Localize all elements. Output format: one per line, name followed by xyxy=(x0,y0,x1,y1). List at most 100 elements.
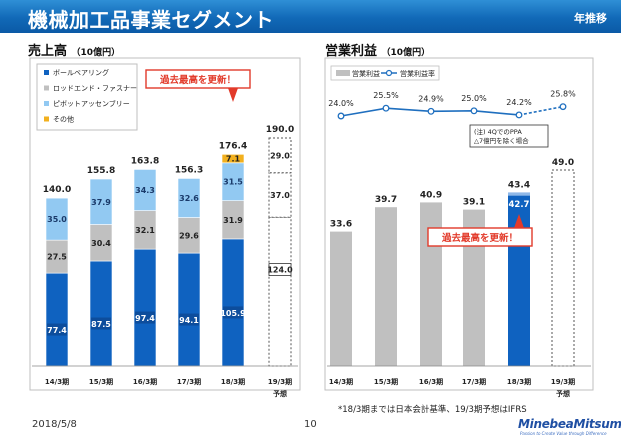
sales-segment-value: 77.4 xyxy=(47,326,67,335)
sales-value-label-bg xyxy=(179,313,199,326)
sales-category-label: 16/3期 xyxy=(133,377,157,386)
sales-forecast-label: 予想 xyxy=(273,389,287,398)
profit-bar-value: 39.7 xyxy=(375,195,397,205)
sales-legend-label: ピボットアッセンブリー xyxy=(53,99,130,108)
profit-margin-label: 25.0% xyxy=(461,94,487,103)
profit-margin-label: 24.0% xyxy=(328,99,354,108)
sales-bar-segment xyxy=(133,248,157,367)
sales-category-label: 17/3期 xyxy=(177,377,201,386)
sales-legend-swatch xyxy=(44,70,49,75)
profit-callout-arrow xyxy=(514,214,524,228)
sales-total-label: 156.3 xyxy=(175,165,203,175)
sales-bar-segment xyxy=(45,197,69,241)
footer-date: 2018/5/8 xyxy=(32,419,77,430)
sales-segment-value: 31.5 xyxy=(223,178,243,187)
sales-category-label: 19/3期 xyxy=(268,377,292,386)
profit-category-label: 14/3期 xyxy=(329,377,353,386)
profit-margin-marker xyxy=(515,111,523,119)
profit-bar-value: 33.6 xyxy=(330,220,352,230)
sales-total-label: 190.0 xyxy=(266,125,294,135)
profit-margin-label: 24.9% xyxy=(418,94,444,103)
sales-legend-swatch xyxy=(44,101,49,106)
profit-bar xyxy=(420,202,442,366)
profit-callout-text: 過去最高を更新！ xyxy=(441,232,518,244)
sales-segment-value: 124.0 xyxy=(267,266,293,275)
profit-bar xyxy=(463,209,485,366)
profit-margin-label: 25.8% xyxy=(550,90,576,99)
sales-bar-forecast-segment xyxy=(268,216,292,367)
sales-bar-segment xyxy=(221,154,245,164)
profit-category-label: 18/3期 xyxy=(507,377,531,386)
profit-title: 営業利益 xyxy=(325,44,378,59)
sales-legend-swatch xyxy=(44,116,49,122)
profit-unit: （10億円） xyxy=(381,48,431,58)
sales-segment-value: 27.5 xyxy=(47,253,67,262)
profit-legend-marker xyxy=(385,69,393,77)
sales-legend-label: ボールベアリング xyxy=(53,68,109,77)
sales-panel-frame xyxy=(29,57,301,391)
sales-value-label-bg xyxy=(268,263,292,277)
sales-segment-value: 97.4 xyxy=(135,314,155,323)
sales-segment-value: 30.4 xyxy=(91,239,111,248)
footnote: *18/3期までは日本会計基準、19/3期予想はIFRS xyxy=(338,405,527,415)
ppa-note-box xyxy=(469,124,549,148)
sales-total-label: 155.8 xyxy=(87,166,115,176)
profit-category-label: 17/3期 xyxy=(462,377,486,386)
company-logo: MinebeaMitsumi xyxy=(518,417,621,431)
sales-bar-segment xyxy=(89,260,113,367)
sales-callout-box xyxy=(145,69,251,89)
profit-margin-line-forecast xyxy=(518,105,564,116)
profit-bar-value: 49.0 xyxy=(552,158,574,168)
sales-value-label-bg xyxy=(135,311,155,324)
sales-segment-value: 34.3 xyxy=(135,186,155,195)
sales-section-title: 売上高 （10億円） xyxy=(28,40,120,59)
profit-legend-label: 営業利益率 xyxy=(400,69,435,78)
sales-value-label-bg xyxy=(223,306,243,319)
sales-legend-swatch xyxy=(44,85,49,91)
profit-bar-value: 40.9 xyxy=(420,190,442,200)
profit-margin-label: 25.5% xyxy=(373,91,399,100)
sales-segment-value: 87.5 xyxy=(91,320,111,329)
sales-value-label-bg xyxy=(47,323,67,336)
header-bar: 機械加工品事業セグメント 年推移 xyxy=(0,0,621,33)
profit-margin-marker xyxy=(337,112,345,120)
sales-total-label: 163.8 xyxy=(131,156,159,166)
profit-ppa-excluded-value: 42.7 xyxy=(509,200,530,210)
profit-legend-swatch xyxy=(336,70,350,76)
sales-bar-segment xyxy=(45,272,69,367)
profit-legend-label: 営業利益 xyxy=(352,69,380,78)
sales-bar-segment xyxy=(177,178,201,218)
sales-bar-segment xyxy=(221,238,245,367)
sales-unit: （10億円） xyxy=(71,48,121,58)
sales-category-label: 18/3期 xyxy=(221,377,245,386)
sales-segment-value: 37.0 xyxy=(270,191,290,200)
sales-callout-text: 過去最高を更新！ xyxy=(159,74,236,86)
sales-total-label: 176.4 xyxy=(219,141,247,151)
profit-section-title: 営業利益 （10億円） xyxy=(325,40,430,59)
profit-bar xyxy=(330,231,352,366)
sales-bar-segment xyxy=(177,252,201,367)
profit-bar-forecast xyxy=(551,169,575,367)
sales-total-label: 140.0 xyxy=(43,185,71,195)
sales-segment-value: 7.1 xyxy=(226,155,241,164)
sales-segment-value: 35.0 xyxy=(47,215,67,224)
sales-callout-arrow xyxy=(228,88,238,102)
profit-margin-label: 24.2% xyxy=(506,98,532,107)
sales-legend-label: ロッドエンド・ファスナー xyxy=(53,85,137,93)
sales-legend-box xyxy=(36,63,138,131)
sales-segment-value: 32.6 xyxy=(179,194,199,203)
page-subtitle: 年推移 xyxy=(574,12,607,25)
profit-margin-marker xyxy=(470,107,478,115)
sales-title: 売上高 xyxy=(28,44,68,59)
profit-bar-value: 43.4 xyxy=(508,180,530,190)
profit-panel-frame xyxy=(324,57,594,391)
sales-bar-segment xyxy=(89,178,113,225)
profit-forecast-label: 予想 xyxy=(556,389,570,398)
page-number: 10 xyxy=(304,419,317,430)
sales-segment-value: 31.9 xyxy=(223,216,243,225)
profit-category-label: 19/3期 xyxy=(551,377,575,386)
sales-segment-value: 94.1 xyxy=(179,316,199,325)
profit-margin-marker xyxy=(427,107,435,115)
